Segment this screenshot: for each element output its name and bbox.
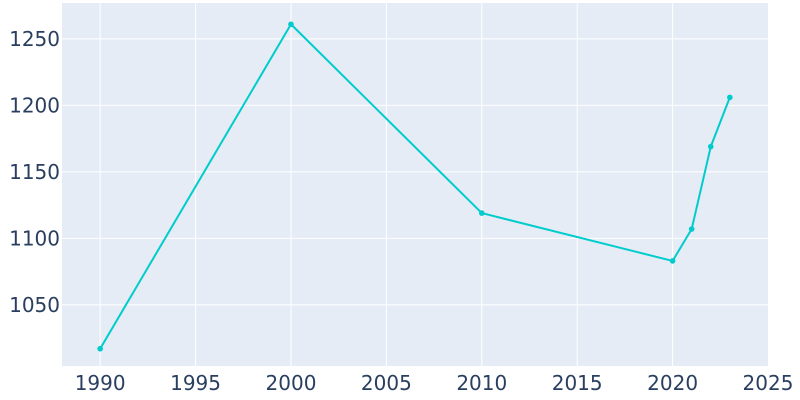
y-tick-label: 1150 bbox=[9, 160, 60, 184]
y-tick-label: 1250 bbox=[9, 27, 60, 51]
data-point bbox=[288, 21, 294, 28]
data-point bbox=[688, 226, 695, 232]
x-tick-label: 2015 bbox=[552, 371, 603, 395]
data-point bbox=[478, 210, 485, 216]
data-point bbox=[727, 94, 733, 101]
y-tick-label: 1050 bbox=[9, 293, 60, 317]
x-tick-label: 2005 bbox=[361, 371, 412, 395]
x-tick-label: 2010 bbox=[456, 371, 507, 395]
x-tick-label: 1990 bbox=[75, 371, 126, 395]
data-point bbox=[669, 258, 676, 264]
data-point bbox=[97, 345, 103, 352]
x-tick-label: 2020 bbox=[647, 371, 698, 395]
y-tick-label: 1100 bbox=[9, 226, 60, 250]
data-series bbox=[97, 21, 733, 352]
y-grid-lines bbox=[62, 38, 768, 306]
x-grid-lines bbox=[99, 3, 674, 366]
x-tick-label: 1995 bbox=[170, 371, 221, 395]
y-tick-label: 1200 bbox=[9, 93, 60, 117]
plot-area-background bbox=[62, 3, 768, 366]
x-tick-label: 2000 bbox=[266, 371, 317, 395]
y-axis-tick-labels: 1050 1100 1150 1200 1250 bbox=[9, 27, 60, 317]
x-tick-label: 2025 bbox=[743, 371, 794, 395]
x-axis-tick-labels: 1990 1995 2000 2005 2010 2015 2020 2025 bbox=[75, 371, 794, 395]
data-point bbox=[707, 143, 714, 150]
